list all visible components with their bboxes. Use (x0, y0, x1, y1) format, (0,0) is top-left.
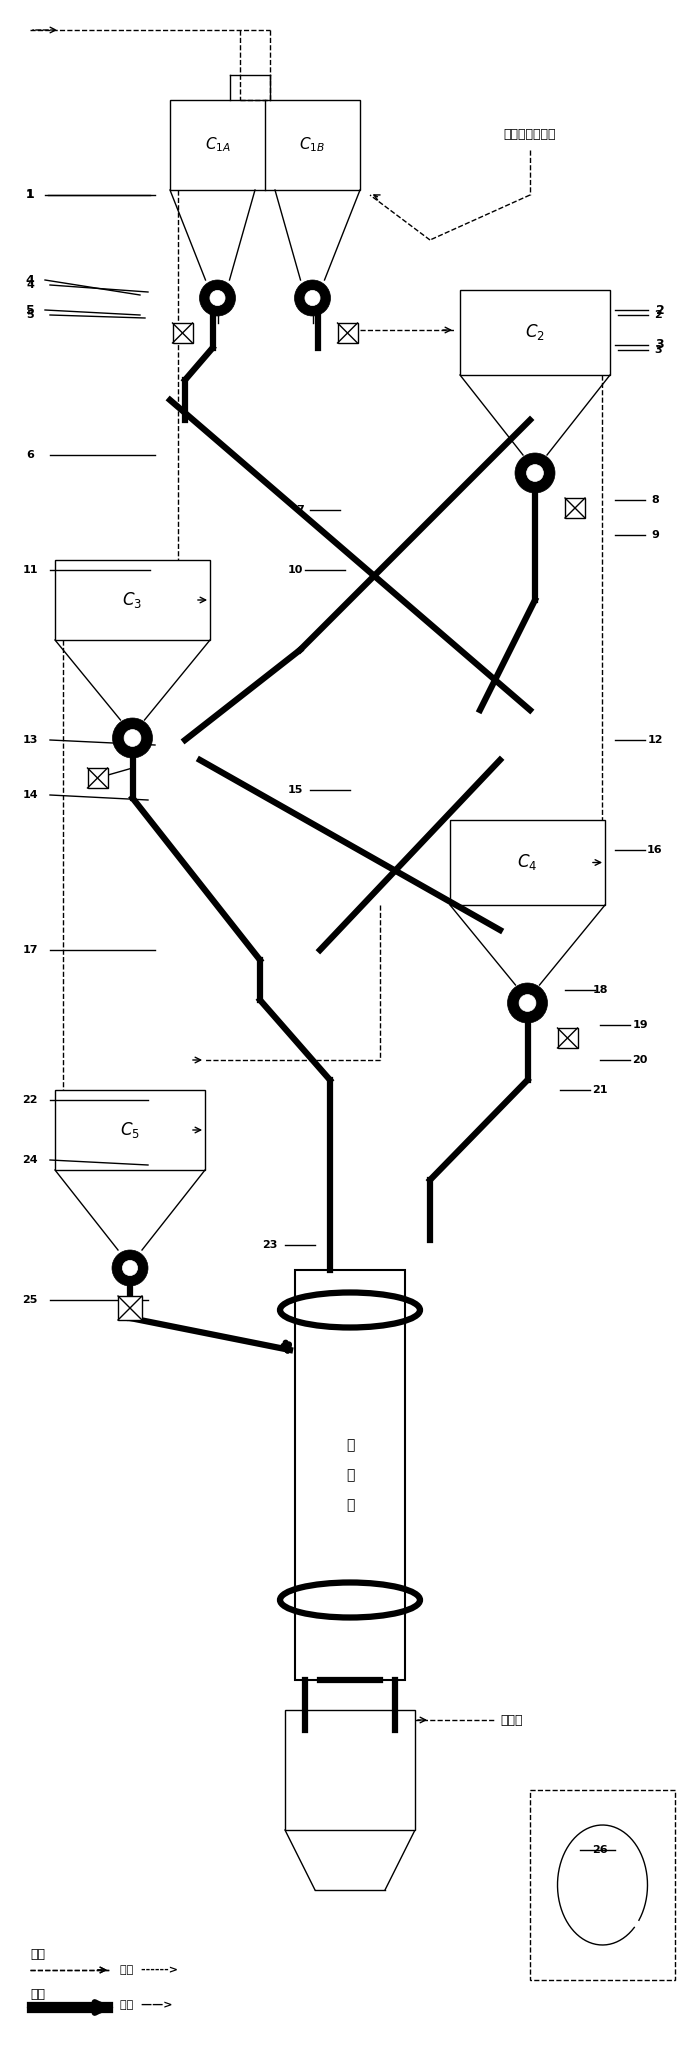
Text: 三次风: 三次风 (500, 1714, 523, 1726)
Text: 5: 5 (26, 304, 34, 316)
Bar (460, 290, 610, 374)
Text: 18: 18 (592, 984, 608, 995)
Text: 14: 14 (22, 789, 38, 799)
Bar (285, 1710, 415, 1831)
Circle shape (526, 464, 544, 481)
Text: 23: 23 (262, 1239, 278, 1249)
Circle shape (210, 290, 225, 306)
Bar (450, 820, 605, 904)
Circle shape (519, 995, 536, 1011)
Circle shape (122, 1260, 138, 1276)
Circle shape (295, 279, 330, 316)
Bar (55, 1089, 205, 1169)
Text: 13: 13 (22, 736, 38, 746)
Text: 气流  ------>: 气流 ------> (120, 1965, 178, 1975)
Text: 12: 12 (647, 736, 662, 746)
Text: $C_{1A}$: $C_{1A}$ (205, 136, 230, 154)
Circle shape (200, 279, 235, 316)
Bar (338, 323, 357, 343)
Text: 16: 16 (647, 845, 663, 855)
Bar (295, 1270, 405, 1681)
Text: 炉: 炉 (346, 1498, 354, 1512)
Text: 11: 11 (22, 565, 38, 575)
Text: $C_4$: $C_4$ (517, 853, 537, 873)
Text: 10: 10 (288, 565, 303, 575)
Text: 22: 22 (22, 1095, 38, 1106)
Text: 料流  ——>: 料流 ——> (120, 2000, 172, 2010)
Circle shape (124, 730, 141, 746)
Text: 解: 解 (346, 1467, 354, 1482)
Text: 6: 6 (26, 450, 34, 460)
Text: $C_2$: $C_2$ (525, 323, 545, 343)
Circle shape (112, 717, 152, 758)
Circle shape (305, 290, 320, 306)
Text: 8: 8 (651, 495, 659, 506)
Text: 21: 21 (592, 1085, 608, 1095)
Text: 料流: 料流 (30, 1989, 45, 2002)
Text: 17: 17 (22, 945, 38, 956)
Text: 15: 15 (288, 785, 303, 795)
Circle shape (112, 1249, 148, 1286)
Text: 3: 3 (655, 339, 664, 351)
Bar (530, 1790, 675, 1981)
Bar (558, 1028, 577, 1048)
Bar (170, 101, 360, 189)
Text: 26: 26 (592, 1845, 608, 1856)
Text: 20: 20 (632, 1054, 648, 1064)
Text: 1: 1 (26, 189, 34, 201)
Text: 3: 3 (654, 345, 662, 356)
Text: 2: 2 (655, 304, 664, 316)
Text: 19: 19 (632, 1019, 648, 1030)
Text: $C_{1B}$: $C_{1B}$ (299, 136, 325, 154)
Bar (55, 561, 210, 639)
Bar (118, 1297, 142, 1319)
Text: 9: 9 (651, 530, 659, 540)
Bar (172, 323, 193, 343)
Text: 4: 4 (26, 279, 34, 290)
Text: 1: 1 (26, 189, 34, 199)
Bar (87, 769, 107, 787)
Text: 气流: 气流 (30, 1948, 45, 1963)
Circle shape (507, 982, 547, 1023)
Text: 分: 分 (346, 1438, 354, 1453)
Text: $C_5$: $C_5$ (120, 1120, 140, 1141)
Text: 5: 5 (27, 310, 34, 321)
Circle shape (515, 452, 555, 493)
Text: $C_3$: $C_3$ (122, 590, 142, 610)
Text: 25: 25 (22, 1295, 38, 1305)
Text: 2: 2 (654, 310, 662, 321)
Text: 来自生料均化库: 来自生料均化库 (504, 129, 556, 142)
Text: 4: 4 (26, 273, 34, 286)
Text: 24: 24 (22, 1155, 38, 1165)
Text: 7: 7 (296, 506, 304, 516)
Bar (565, 497, 585, 518)
